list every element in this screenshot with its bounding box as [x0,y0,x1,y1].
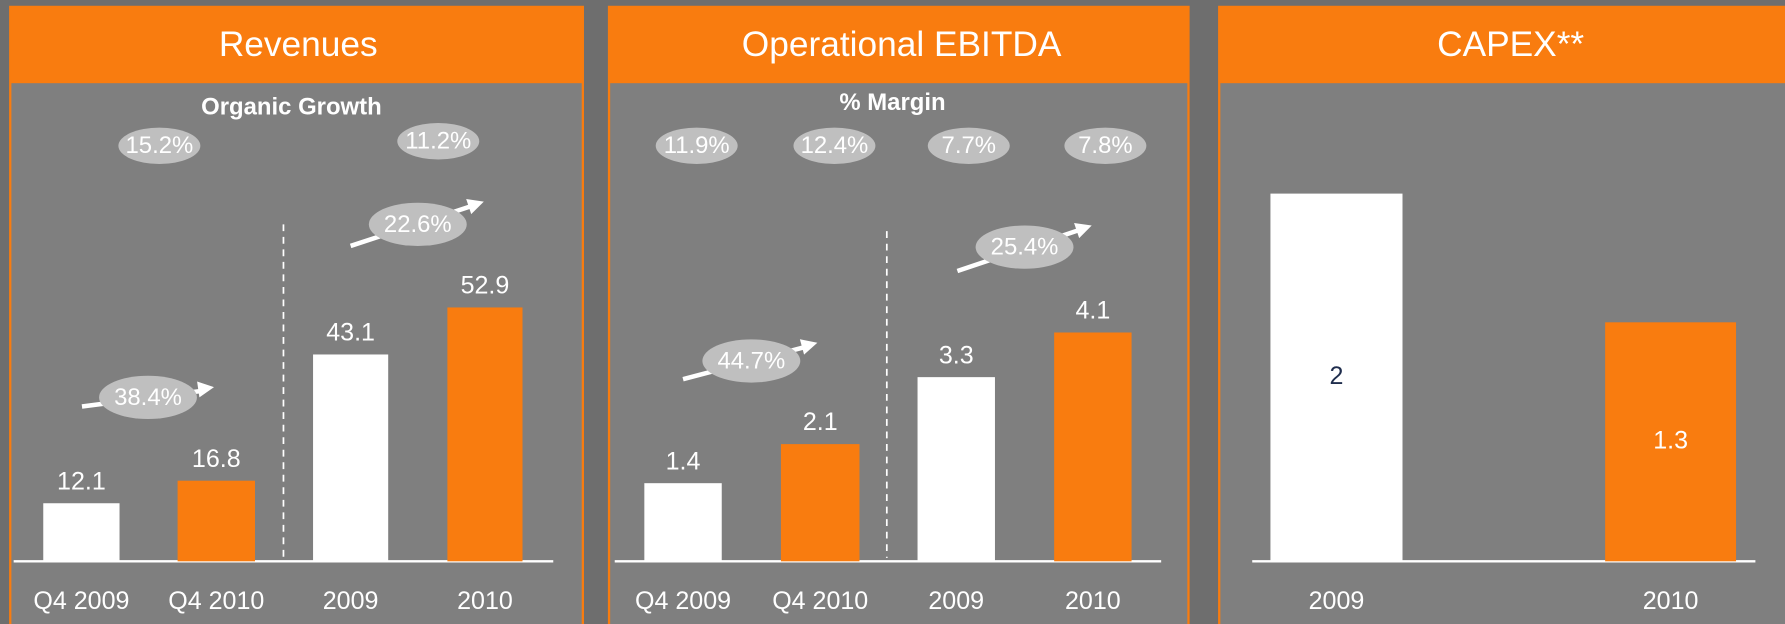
panel-title: Operational EBITDA [742,25,1062,64]
arrow-head [1074,223,1092,239]
top-label: 12.4% [801,132,869,159]
x-tick-label: Q4 2009 [33,587,129,615]
label-bubble [1064,127,1147,165]
x-tick-label: 2009 [323,587,379,615]
growth-label: 22.6% [384,211,452,238]
value-label: 16.8 [192,445,241,473]
arrow-head [466,199,484,215]
label-bubble [655,127,738,165]
bar [177,480,255,562]
bar [1270,193,1403,562]
arrow-head [197,381,215,398]
value-label: 1.4 [666,447,701,475]
growth-label: 25.4% [991,234,1059,261]
growth-bubble [702,339,801,383]
top-label: 11.2% [405,128,471,155]
value-label: 1.3 [1653,426,1688,454]
bar [1605,322,1737,562]
value-label: 52.9 [461,272,510,300]
value-label: 2.1 [803,408,838,436]
bar [780,444,860,562]
top-label: 7.8% [1078,132,1132,159]
x-tick-label: Q4 2009 [635,587,731,615]
label-bubble [397,123,480,160]
value-label: 3.3 [939,341,974,369]
panel-header [1219,6,1785,84]
x-tick-label: Q4 2010 [168,587,264,615]
growth-bubble [368,202,467,246]
growth-bubble [99,375,197,420]
label-bubble [927,127,1010,165]
growth-bubble [975,225,1074,269]
top-label: 11.9% [664,132,730,159]
panel-subtitle: % Margin [839,89,945,116]
top-label: 15.2% [126,132,194,159]
panel-header [609,6,1189,84]
panel-title: CAPEX** [1437,25,1584,64]
bar [917,377,995,562]
panel-title: Revenues [219,25,378,64]
arrow-head [799,339,818,355]
growth-label: 44.7% [717,347,785,374]
bar [313,354,389,562]
bar [43,503,120,562]
top-label: 7.7% [942,132,996,159]
label-bubble [793,127,876,165]
bar [447,307,523,562]
value-label: 4.1 [1075,297,1110,325]
x-tick-label: 2009 [928,587,984,615]
label-bubble [118,127,201,165]
x-tick-label: 2010 [457,587,513,615]
value-label: 43.1 [326,319,375,347]
x-tick-label: 2009 [1309,587,1365,615]
value-label: 12.1 [57,467,106,495]
x-tick-label: Q4 2010 [772,587,868,615]
bar [1054,332,1132,562]
panel-subtitle: Organic Growth [201,94,382,121]
value-label: 2 [1330,362,1344,390]
x-tick-label: 2010 [1065,587,1121,615]
growth-label: 38.4% [114,384,182,411]
x-tick-label: 2010 [1643,587,1699,615]
panel-header [10,6,583,84]
bar [644,483,722,562]
